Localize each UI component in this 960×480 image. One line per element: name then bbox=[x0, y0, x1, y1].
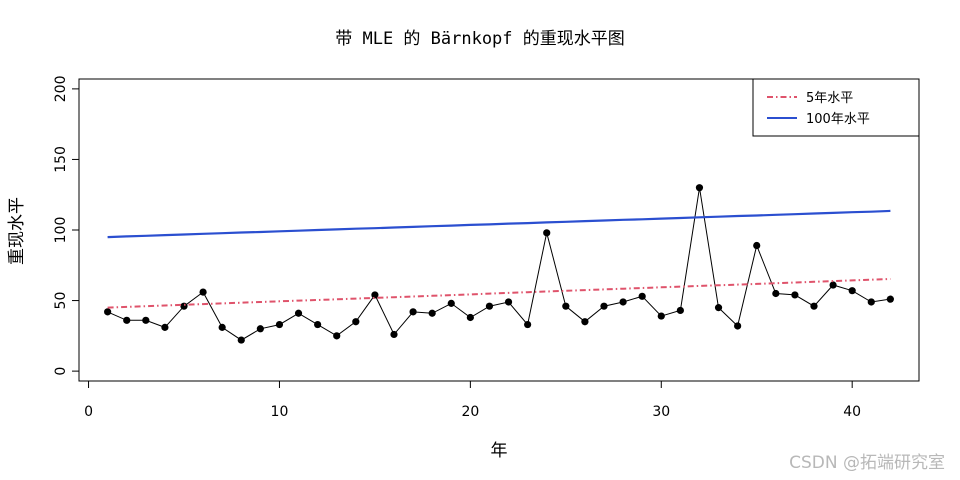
data-point bbox=[409, 308, 417, 316]
data-point bbox=[218, 323, 226, 331]
data-point bbox=[275, 320, 284, 329]
data-point bbox=[466, 313, 474, 322]
data-point bbox=[428, 309, 436, 317]
data-point bbox=[104, 308, 112, 316]
data-point bbox=[791, 291, 799, 299]
data-point bbox=[753, 241, 761, 250]
watermark: CSDN @拓端研究室 bbox=[789, 453, 945, 473]
series-line-0 bbox=[107, 187, 891, 341]
y-tick-label: 100 bbox=[53, 217, 69, 244]
data-point bbox=[867, 298, 875, 306]
y-axis: 0 50 100 150 200 bbox=[53, 76, 80, 376]
data-point bbox=[581, 318, 589, 326]
data-point bbox=[829, 281, 837, 289]
data-point bbox=[237, 336, 245, 344]
y-tick-label: 50 bbox=[53, 292, 69, 310]
data-point bbox=[657, 312, 665, 320]
x-axis: 0 10 20 30 40 bbox=[84, 380, 861, 420]
x-axis-label: 年 bbox=[491, 441, 508, 461]
data-point bbox=[695, 184, 704, 192]
x-tick-label: 10 bbox=[271, 404, 289, 420]
series-line-2 bbox=[107, 209, 891, 239]
data-point bbox=[256, 325, 264, 333]
x-tick-label: 20 bbox=[461, 404, 479, 420]
x-tick-label: 0 bbox=[84, 404, 93, 420]
y-tick-label: 0 bbox=[53, 367, 69, 376]
data-point bbox=[199, 288, 207, 296]
legend: 5年水平 100年水平 bbox=[752, 78, 920, 137]
data-point bbox=[810, 302, 818, 310]
data-point bbox=[562, 302, 570, 310]
data-point bbox=[180, 302, 188, 310]
data-point bbox=[314, 320, 322, 329]
data-point bbox=[524, 320, 532, 329]
data-point bbox=[123, 316, 131, 324]
chart-title: 带 MLE 的 Bärnkopf 的重现水平图 bbox=[335, 29, 625, 49]
data-point bbox=[848, 287, 856, 295]
data-point bbox=[600, 302, 608, 310]
data-point bbox=[371, 291, 379, 299]
y-tick-label: 200 bbox=[53, 76, 69, 103]
data-point bbox=[772, 289, 780, 298]
data-point bbox=[714, 304, 723, 312]
data-point bbox=[676, 306, 684, 315]
x-tick-label: 40 bbox=[843, 404, 861, 420]
data-point bbox=[734, 322, 742, 330]
data-point bbox=[638, 292, 646, 300]
data-point bbox=[543, 229, 551, 237]
y-tick-label: 150 bbox=[53, 146, 69, 173]
data-point bbox=[485, 302, 494, 310]
data-point bbox=[447, 299, 455, 307]
data-point bbox=[390, 330, 398, 339]
legend-box bbox=[752, 78, 920, 137]
x-tick-label: 30 bbox=[652, 404, 670, 420]
legend-label-100yr: 100年水平 bbox=[806, 112, 870, 127]
y-axis-label: 重现水平 bbox=[7, 197, 27, 265]
data-point bbox=[504, 298, 513, 306]
data-point bbox=[886, 295, 894, 303]
data-point bbox=[352, 318, 360, 326]
legend-label-5yr: 5年水平 bbox=[806, 91, 853, 106]
series-line-1 bbox=[107, 278, 891, 309]
data-point bbox=[333, 332, 341, 340]
data-point bbox=[619, 298, 627, 306]
data-point bbox=[142, 316, 150, 324]
data-point bbox=[294, 309, 303, 317]
series-layer bbox=[104, 184, 894, 344]
data-point bbox=[161, 323, 169, 331]
